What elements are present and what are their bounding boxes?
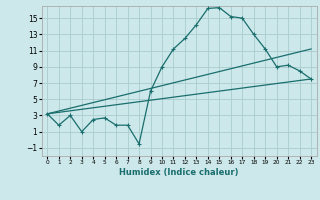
X-axis label: Humidex (Indice chaleur): Humidex (Indice chaleur) [119, 168, 239, 177]
